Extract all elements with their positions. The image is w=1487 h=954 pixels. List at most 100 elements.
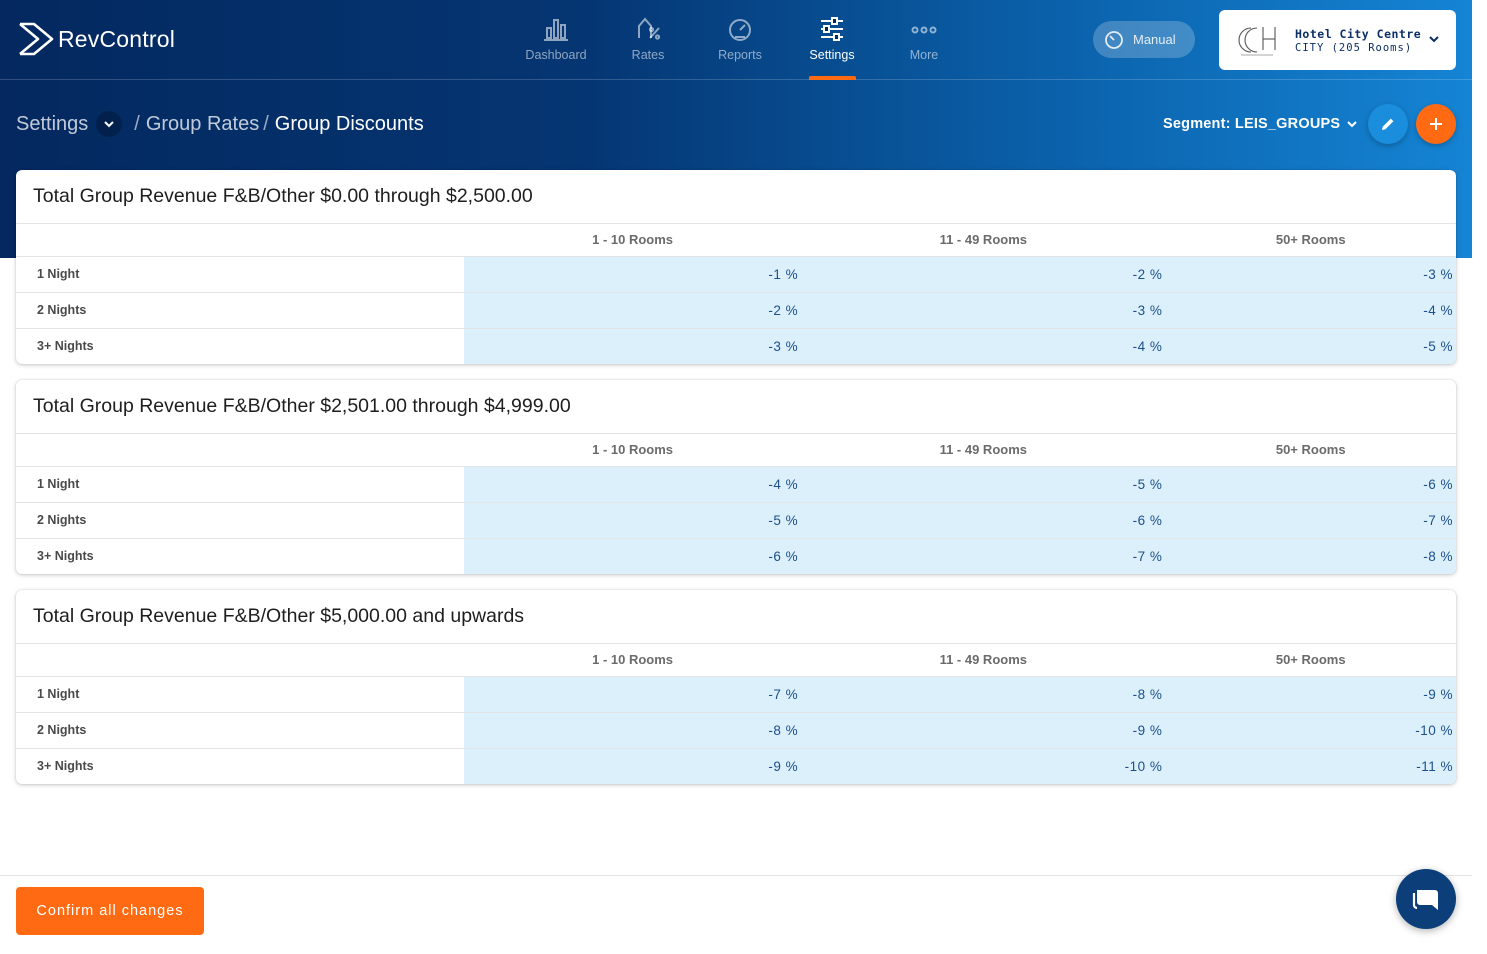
discount-cell[interactable]: -5 % xyxy=(464,502,802,539)
column-header: 50+ Rooms xyxy=(1165,644,1456,677)
plus-icon xyxy=(1430,118,1442,130)
hotel-logo-icon xyxy=(1238,27,1276,56)
discount-table: 1 - 10 Rooms 11 - 49 Rooms 50+ Rooms 1 N… xyxy=(16,434,1456,574)
chat-button[interactable] xyxy=(1396,869,1456,929)
column-header: 50+ Rooms xyxy=(1165,224,1456,257)
corner-header xyxy=(16,434,464,467)
discount-table-card: Total Group Revenue F&B/Other $2,501.00 … xyxy=(16,380,1456,574)
row-label: 1 Night xyxy=(16,256,464,293)
discount-cell[interactable]: -7 % xyxy=(801,538,1166,574)
discount-cell[interactable]: -5 % xyxy=(1165,328,1456,364)
chat-icon xyxy=(1412,890,1438,910)
corner-header xyxy=(16,224,464,257)
breadcrumb-current: Group Discounts xyxy=(274,112,424,135)
mode-label: Manual xyxy=(1133,32,1176,47)
main-nav: Dashboard Rates Reports S xyxy=(510,0,970,80)
discount-cell[interactable]: -9 % xyxy=(801,712,1166,749)
add-button[interactable] xyxy=(1416,104,1456,144)
logo-mark-icon xyxy=(19,22,54,56)
breadcrumb: Settings / Group Rates / Group Discounts xyxy=(16,111,424,137)
hotel-name: Hotel City Centre xyxy=(1295,26,1422,41)
card-title: Total Group Revenue F&B/Other $5,000.00 … xyxy=(16,590,1456,644)
breadcrumb-separator: / xyxy=(263,112,269,135)
chevron-down-icon xyxy=(1347,121,1357,128)
column-header: 11 - 49 Rooms xyxy=(801,224,1166,257)
row-label: 3+ Nights xyxy=(37,549,94,564)
discount-cell[interactable]: -10 % xyxy=(801,748,1166,784)
discount-cell[interactable]: -3 % xyxy=(801,292,1166,329)
speedometer-icon xyxy=(1105,30,1123,49)
table-row: 3+ Nights -3 % -4 % -5 % xyxy=(16,328,1456,364)
gauge-icon xyxy=(729,19,751,41)
column-header: 1 - 10 Rooms xyxy=(464,644,802,677)
discount-cell[interactable]: -11 % xyxy=(1165,748,1456,784)
discount-cell[interactable]: -6 % xyxy=(801,502,1166,539)
discount-table-card: Total Group Revenue F&B/Other $0.00 thro… xyxy=(16,170,1456,364)
nav-label: Dashboard xyxy=(525,48,587,62)
table-row: 1 Night -7 % -8 % -9 % xyxy=(16,676,1456,713)
corner-header xyxy=(16,644,464,677)
segment-selector[interactable]: Segment: LEIS_GROUPS xyxy=(1163,116,1358,132)
confirm-changes-button[interactable]: Confirm all changes xyxy=(16,887,204,935)
breadcrumb-group-rates[interactable]: Group Rates xyxy=(145,112,260,135)
table-row: 1 Night -1 % -2 % -3 % xyxy=(16,256,1456,293)
discount-cell[interactable]: -3 % xyxy=(1165,256,1456,293)
nav-reports[interactable]: Reports xyxy=(694,0,786,80)
column-header: 1 - 10 Rooms xyxy=(464,434,802,467)
column-header: 1 - 10 Rooms xyxy=(464,224,802,257)
edit-button[interactable] xyxy=(1368,104,1408,144)
column-header: 11 - 49 Rooms xyxy=(801,644,1166,677)
hotel-sub: CITY (205 Rooms) xyxy=(1295,41,1413,54)
discount-cell[interactable]: -4 % xyxy=(801,328,1166,364)
discount-cell[interactable]: -8 % xyxy=(464,712,802,749)
mode-toggle[interactable]: Manual xyxy=(1093,21,1195,58)
discount-cell[interactable]: -8 % xyxy=(801,676,1166,713)
row-label: 3+ Nights xyxy=(37,339,94,354)
segment-label: Segment: LEIS_GROUPS xyxy=(1163,116,1341,132)
row-label: 1 Night xyxy=(16,676,464,713)
discount-table: 1 - 10 Rooms 11 - 49 Rooms 50+ Rooms 1 N… xyxy=(16,644,1456,784)
nav-more[interactable]: More xyxy=(878,0,970,80)
discount-cell[interactable]: -9 % xyxy=(464,748,802,784)
discount-cell[interactable]: -7 % xyxy=(464,676,802,713)
discount-cell[interactable]: -8 % xyxy=(1165,538,1456,574)
discount-cell[interactable]: -5 % xyxy=(801,466,1166,503)
table-row: 3+ Nights -6 % -7 % -8 % xyxy=(16,538,1456,574)
table-row: 2 Nights -2 % -3 % -4 % xyxy=(16,292,1456,329)
row-label: 1 Night xyxy=(16,466,464,503)
discount-cell[interactable]: -10 % xyxy=(1165,712,1456,749)
breadcrumb-settings[interactable]: Settings xyxy=(16,112,89,135)
nav-dashboard[interactable]: Dashboard xyxy=(510,0,602,80)
nav-label: Rates xyxy=(631,48,665,62)
nav-label: Settings xyxy=(809,48,855,62)
card-title: Total Group Revenue F&B/Other $2,501.00 … xyxy=(16,380,1456,434)
discount-cell[interactable]: -2 % xyxy=(801,256,1166,293)
discount-cell[interactable]: -1 % xyxy=(464,256,802,293)
breadcrumb-dropdown[interactable] xyxy=(96,111,123,137)
card-title: Total Group Revenue F&B/Other $0.00 thro… xyxy=(16,170,1456,224)
bar-chart-icon xyxy=(544,19,568,41)
chevron-down-icon xyxy=(1429,36,1439,43)
discount-cell[interactable]: -3 % xyxy=(464,328,802,364)
footer-bar: Confirm all changes xyxy=(0,875,1472,954)
discount-cell[interactable]: -7 % xyxy=(1165,502,1456,539)
table-row: 1 Night -4 % -5 % -6 % xyxy=(16,466,1456,503)
nav-label: More xyxy=(909,48,939,62)
hotel-selector[interactable]: Hotel City Centre CITY (205 Rooms) xyxy=(1219,10,1456,70)
discount-cell[interactable]: -4 % xyxy=(1165,292,1456,329)
nav-settings[interactable]: Settings xyxy=(786,0,878,80)
sliders-icon xyxy=(821,17,843,41)
discount-cell[interactable]: -6 % xyxy=(464,538,802,574)
nav-rates[interactable]: Rates xyxy=(602,0,694,80)
row-label: 2 Nights xyxy=(16,712,464,749)
logo[interactable]: RevControl xyxy=(18,22,175,56)
discount-cell[interactable]: -9 % xyxy=(1165,676,1456,713)
discount-cell[interactable]: -2 % xyxy=(464,292,802,329)
chevron-down-icon xyxy=(104,121,114,128)
scrollbar-track[interactable] xyxy=(1472,0,1487,954)
row-label: 3+ Nights xyxy=(37,759,94,774)
table-row: 2 Nights -5 % -6 % -7 % xyxy=(16,502,1456,539)
discount-cell[interactable]: -4 % xyxy=(464,466,802,503)
discount-cell[interactable]: -6 % xyxy=(1165,466,1456,503)
